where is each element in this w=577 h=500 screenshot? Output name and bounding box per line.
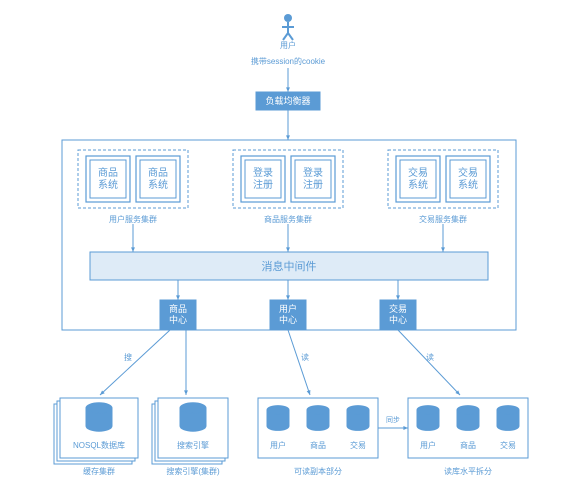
svg-text:交易: 交易 xyxy=(389,303,407,314)
svg-text:NOSQL数据库: NOSQL数据库 xyxy=(73,440,125,450)
svg-text:注册: 注册 xyxy=(303,178,323,191)
svg-text:用户: 用户 xyxy=(420,440,436,450)
svg-text:读库水平拆分: 读库水平拆分 xyxy=(444,466,492,476)
svg-text:登录: 登录 xyxy=(253,166,273,179)
svg-text:用户服务集群: 用户服务集群 xyxy=(109,214,157,224)
center-box: 用户中心 xyxy=(270,300,306,330)
svg-text:中心: 中心 xyxy=(389,314,407,325)
svg-text:中心: 中心 xyxy=(169,314,187,325)
svg-text:用户: 用户 xyxy=(270,440,286,450)
svg-text:系统: 系统 xyxy=(148,178,168,191)
svg-text:交易: 交易 xyxy=(350,440,366,450)
svg-text:搜: 搜 xyxy=(124,352,132,362)
service-box: 商品系统 xyxy=(86,156,130,202)
center-box: 交易中心 xyxy=(380,300,416,330)
service-box: 登录注册 xyxy=(241,156,285,202)
svg-text:用户: 用户 xyxy=(280,40,296,50)
svg-text:缓存集群: 缓存集群 xyxy=(83,466,115,476)
service-box: 交易系统 xyxy=(446,156,490,202)
service-box: 商品系统 xyxy=(136,156,180,202)
svg-text:系统: 系统 xyxy=(98,178,118,191)
svg-text:搜索引擎(集群): 搜索引擎(集群) xyxy=(166,466,220,476)
svg-text:交易服务集群: 交易服务集群 xyxy=(419,214,467,224)
svg-text:中心: 中心 xyxy=(279,314,297,325)
service-box: 交易系统 xyxy=(396,156,440,202)
svg-text:消息中间件: 消息中间件 xyxy=(262,259,317,273)
svg-text:登录: 登录 xyxy=(303,166,323,179)
svg-text:交易: 交易 xyxy=(408,166,428,179)
svg-text:可读副本部分: 可读副本部分 xyxy=(294,466,342,476)
svg-text:商品: 商品 xyxy=(460,440,476,450)
svg-text:商品: 商品 xyxy=(98,166,118,179)
svg-text:注册: 注册 xyxy=(253,178,273,191)
svg-text:读: 读 xyxy=(426,352,434,362)
svg-text:商品服务集群: 商品服务集群 xyxy=(264,214,312,224)
center-box: 商品中心 xyxy=(160,300,196,330)
svg-text:用户: 用户 xyxy=(279,303,297,314)
svg-text:交易: 交易 xyxy=(500,440,516,450)
svg-text:读: 读 xyxy=(301,352,309,362)
svg-text:系统: 系统 xyxy=(458,178,478,191)
svg-text:商品: 商品 xyxy=(148,166,168,179)
architecture-diagram: 用户携带session的cookie负载均衡器商品系统商品系统用户服务集群登录注… xyxy=(0,0,577,500)
svg-text:系统: 系统 xyxy=(408,178,428,191)
svg-text:携带session的cookie: 携带session的cookie xyxy=(251,56,326,66)
svg-text:负载均衡器: 负载均衡器 xyxy=(265,95,310,106)
service-box: 登录注册 xyxy=(291,156,335,202)
svg-text:商品: 商品 xyxy=(310,440,326,450)
svg-text:商品: 商品 xyxy=(169,303,187,314)
svg-text:搜索引擎: 搜索引擎 xyxy=(177,440,209,450)
svg-text:交易: 交易 xyxy=(458,166,478,179)
svg-text:同步: 同步 xyxy=(386,416,400,424)
